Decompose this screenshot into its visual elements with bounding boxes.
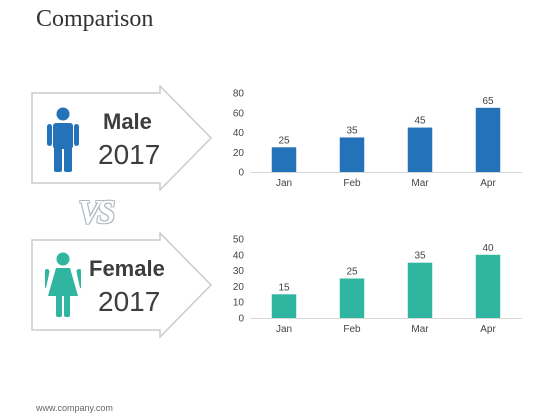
x-tick-label: Jan: [276, 178, 292, 189]
y-tick-label: 40: [233, 128, 245, 139]
y-tick-label: 60: [233, 108, 245, 119]
bar-mar: [407, 262, 433, 318]
bar-feb: [339, 137, 365, 172]
female-arrow-shape: [31, 232, 213, 338]
female-label: Female: [89, 256, 165, 281]
y-tick-label: 30: [233, 266, 245, 277]
data-label: 25: [346, 267, 358, 278]
y-tick-label: 20: [233, 148, 245, 159]
data-label: 65: [482, 96, 494, 107]
y-tick-label: 80: [233, 89, 245, 100]
x-tick-label: Apr: [480, 324, 496, 335]
male-year: 2017: [98, 139, 161, 170]
bar-feb: [339, 278, 365, 318]
male-person-icon: [47, 107, 79, 172]
male-arrow-shape: [31, 85, 213, 191]
y-tick-label: 50: [233, 235, 245, 246]
bar-jan: [271, 294, 297, 318]
female-panel: Female 2017: [30, 232, 213, 338]
male-panel: Male 2017: [30, 85, 213, 191]
data-label: 35: [346, 125, 358, 136]
data-label: 40: [482, 243, 494, 254]
y-tick-label: 20: [233, 282, 245, 293]
bar-apr: [475, 254, 501, 318]
y-tick-label: 0: [238, 168, 244, 179]
bar-mar: [407, 127, 433, 172]
data-label: 45: [414, 116, 426, 127]
x-tick-label: Jan: [276, 324, 292, 335]
female-bar-chart: 0 10 20 30 40 50 15 Jan 25 Feb 35 Mar 40 Apr: [222, 230, 532, 345]
bar-jan: [271, 147, 297, 172]
male-chart-svg: 0 20 40 60 80 25 Jan 35 Feb 45 Mar 65 Apr: [233, 89, 522, 189]
y-tick-label: 40: [233, 250, 245, 261]
female-chart-svg: 0 10 20 30 40 50 15 Jan 25 Feb 35 Mar 40 Apr: [233, 235, 522, 335]
female-year: 2017: [98, 286, 161, 317]
bar-apr: [475, 107, 501, 172]
page-title: Comparison: [36, 6, 154, 32]
male-bar-chart: 0 20 40 60 80 25 Jan 35 Feb 45 Mar 65 Apr: [222, 84, 532, 199]
female-person-icon: [45, 252, 81, 317]
y-tick-label: 10: [233, 298, 245, 309]
x-tick-label: Mar: [411, 178, 429, 189]
x-tick-label: Feb: [343, 178, 361, 189]
data-label: 15: [278, 282, 290, 293]
male-label: Male: [103, 109, 152, 134]
x-tick-label: Apr: [480, 178, 496, 189]
footer-url: www.company.com: [36, 403, 113, 413]
y-tick-label: 0: [238, 314, 244, 325]
x-tick-label: Mar: [411, 324, 429, 335]
data-label: 35: [414, 251, 426, 262]
x-tick-label: Feb: [343, 324, 361, 335]
versus-mark: VS: [78, 194, 116, 231]
data-label: 25: [278, 135, 290, 146]
